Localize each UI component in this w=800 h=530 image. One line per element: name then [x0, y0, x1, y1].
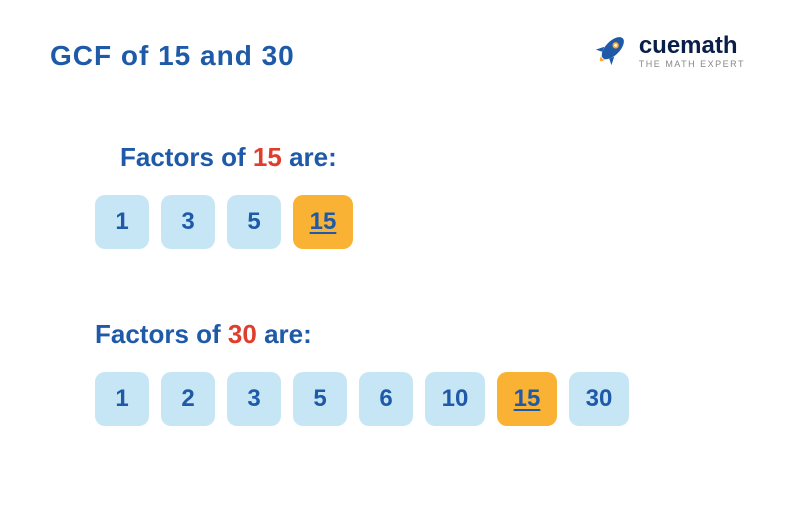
heading-number: 15: [253, 142, 282, 172]
factor-box-gcf: 15: [497, 372, 557, 426]
heading-suffix: are:: [282, 142, 337, 172]
factor-value: 1: [115, 208, 128, 236]
factor-box: 5: [227, 195, 281, 249]
factor-box: 3: [161, 195, 215, 249]
factors-section: Factors of 15 are:13515: [120, 142, 750, 249]
factor-value: 15: [514, 385, 541, 413]
heading-number: 30: [228, 319, 257, 349]
factor-value: 1: [115, 385, 128, 413]
factor-box-gcf: 15: [293, 195, 353, 249]
section-heading: Factors of 30 are:: [95, 319, 750, 350]
section-heading: Factors of 15 are:: [120, 142, 750, 173]
logo-brand: cuemath: [639, 34, 745, 58]
factor-box: 10: [425, 372, 485, 426]
factor-box: 1: [95, 372, 149, 426]
rocket-icon: [589, 30, 631, 72]
factor-value: 30: [586, 385, 613, 413]
factor-value: 6: [379, 385, 392, 413]
factor-box: 2: [161, 372, 215, 426]
factors-row: 1 3 5 15: [95, 195, 750, 249]
factor-value: 5: [313, 385, 326, 413]
heading-prefix: Factors of: [95, 319, 228, 349]
factor-box: 1: [95, 195, 149, 249]
factor-value: 3: [181, 208, 194, 236]
factors-section: Factors of 30 are: 1 2 3 5 6 10 15 30: [95, 319, 750, 426]
logo-text: cuemath THE MATH EXPERT: [639, 34, 745, 69]
logo-tagline: THE MATH EXPERT: [639, 60, 745, 69]
factor-value: 2: [181, 385, 194, 413]
factor-box: 6: [359, 372, 413, 426]
factor-value: 10: [442, 385, 469, 413]
factor-value: 3: [247, 385, 260, 413]
heading-suffix: are:: [257, 319, 312, 349]
factor-box: 30: [569, 372, 629, 426]
factor-value: 5: [247, 208, 260, 236]
factors-row: 1 2 3 5 6 10 15 30: [95, 372, 750, 426]
factor-value: 15: [310, 208, 337, 236]
factor-box: 5: [293, 372, 347, 426]
factor-box: 3: [227, 372, 281, 426]
heading-prefix: Factors of: [120, 142, 253, 172]
logo: cuemath THE MATH EXPERT: [589, 30, 745, 72]
